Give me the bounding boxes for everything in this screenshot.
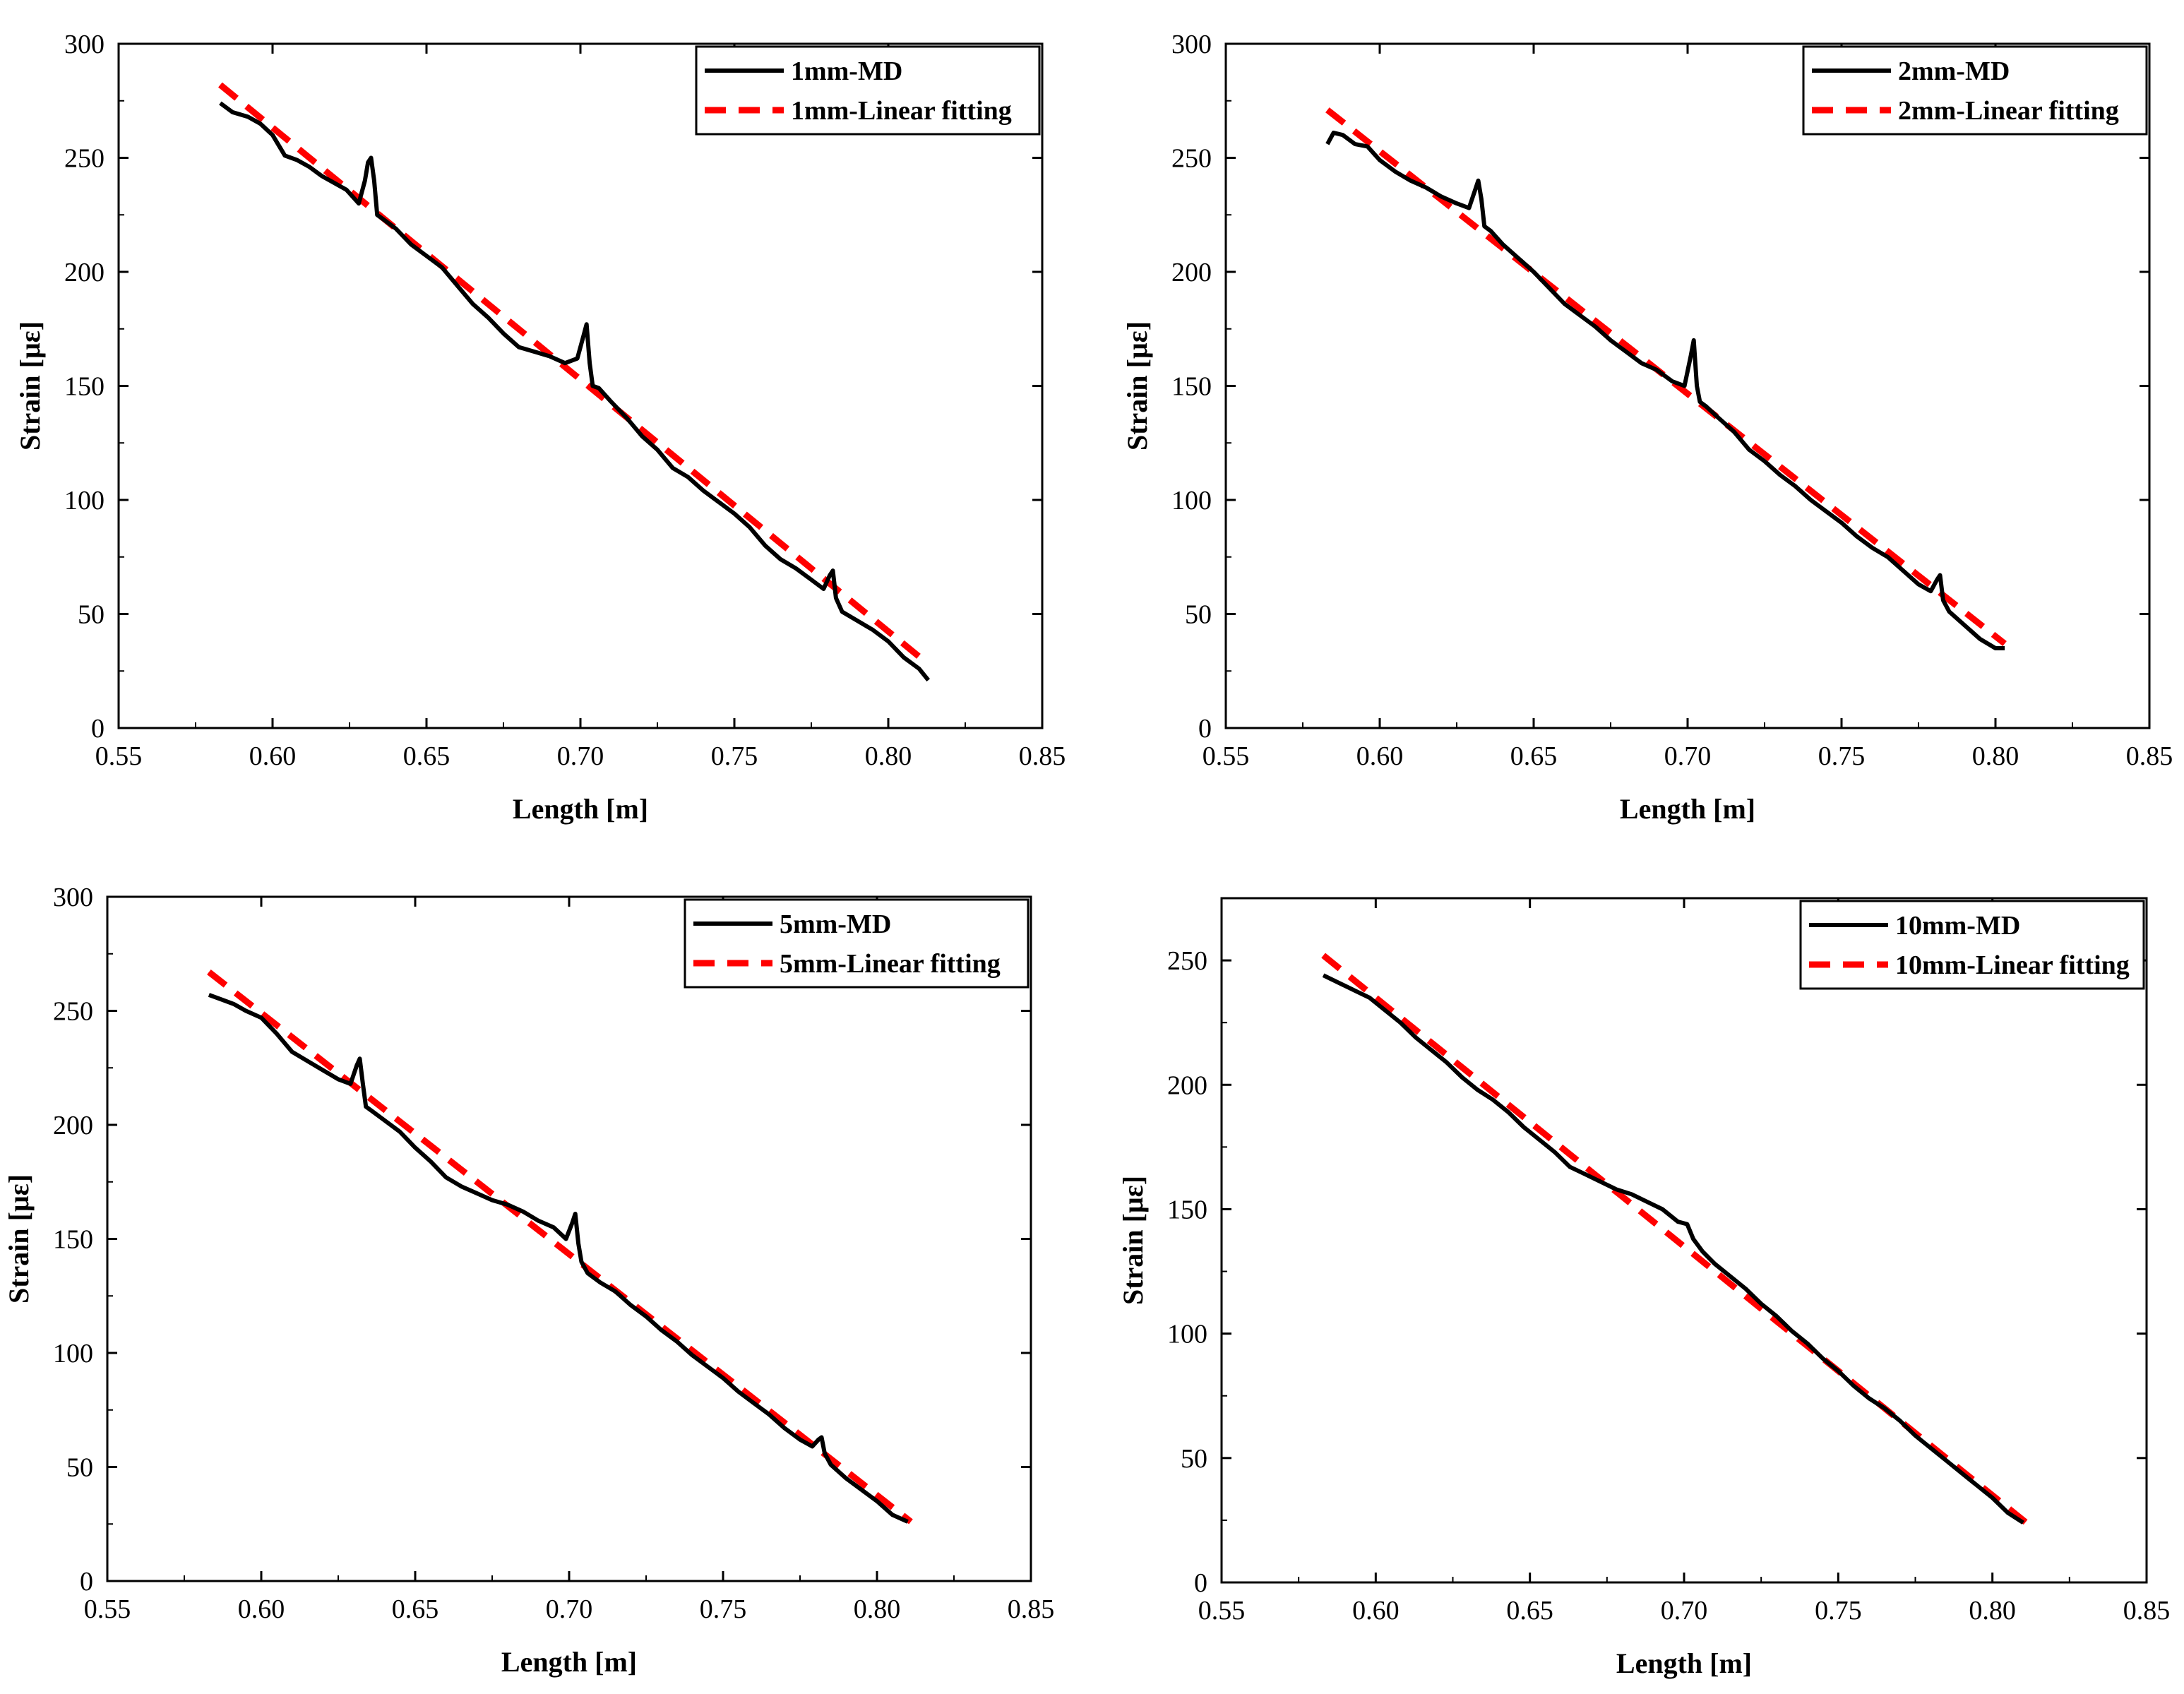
x-tick-label: 0.65 [1506,1596,1553,1626]
y-tick-label: 50 [1185,600,1212,630]
legend-box [684,898,1030,989]
legend-box [1802,45,2148,136]
plot-frame [117,42,1044,729]
legend-label: 1mm-Linear fitting [791,96,1012,126]
series-line-md [1322,973,2024,1525]
y-tick-label: 200 [53,1111,93,1140]
legend-label: 10mm-Linear fitting [1895,950,2130,980]
y-tick-label: 50 [78,600,105,630]
x-tick-label: 0.60 [238,1594,285,1624]
x-tick-label: 0.75 [711,741,758,771]
series-line-md [219,101,931,682]
chart-panel-2mm: 0.55 0.60 0.65 0.70 0.75 0.80 0.85 0 50 100 150 200… [1121,30,2173,825]
x-tick-label: 0.65 [392,1594,439,1624]
legend-label: 2mm-MD [1898,56,2010,86]
x-tick-label: 0.85 [1008,1594,1055,1624]
x-axis-label: Length [m] [1616,1647,1752,1679]
x-axis-label: Length [m] [501,1646,637,1678]
chart-panel-1mm: 0.55 0.60 0.65 0.70 0.75 0.80 0.85 0 50 100 150 200… [14,30,1066,825]
legend-box [1799,900,2145,990]
y-tick-label: 200 [64,258,105,287]
plot-frame [1220,897,2148,1584]
x-tick-label: 0.80 [1969,1596,2016,1626]
series-line-linear-fitting [1325,107,2007,647]
y-axis-label: Strain [με] [1117,1176,1149,1305]
y-tick-label: 0 [1198,714,1212,744]
legend-label: 5mm-Linear fitting [780,949,1001,979]
y-tick-label: 150 [53,1225,93,1255]
y-tick-label: 250 [1171,144,1212,174]
legend: 10mm-MD 10mm-Linear fitting [1799,900,2145,990]
y-tick-label: 100 [1167,1320,1207,1349]
y-tick-label: 250 [64,144,105,174]
x-tick-label: 0.70 [557,741,604,771]
x-tick-label: 0.55 [1198,1596,1246,1626]
y-tick-label: 50 [1181,1444,1207,1474]
x-tick-label: 0.70 [546,1594,593,1624]
x-tick-label: 0.80 [854,1594,901,1624]
legend-label: 1mm-MD [791,56,902,86]
y-tick-label: 250 [53,997,93,1027]
x-tick-label: 0.85 [2126,741,2173,771]
y-tick-label: 100 [1171,486,1212,515]
x-tick-label: 0.85 [1019,741,1066,771]
y-tick-label: 50 [66,1453,93,1483]
y-tick-label: 200 [1171,258,1212,287]
series-line-md [208,993,909,1524]
chart-panel-5mm: 0.55 0.60 0.65 0.70 0.75 0.80 0.85 0 50 100 150 200… [3,883,1054,1678]
y-tick-label: 0 [91,714,105,744]
legend-box [695,45,1041,136]
legend-label: 5mm-MD [780,909,891,939]
series-line-md [1325,131,2005,650]
legend: 1mm-MD 1mm-Linear fitting [695,45,1041,136]
series-line-linear-fitting [207,970,913,1525]
x-tick-label: 0.80 [865,741,912,771]
x-tick-label: 0.55 [84,1594,131,1624]
y-tick-label: 150 [1171,372,1212,402]
y-axis-label: Strain [με] [14,321,46,451]
y-tick-label: 150 [1167,1195,1207,1224]
x-tick-label: 0.65 [403,741,450,771]
x-axis-label: Length [m] [1620,793,1755,825]
series-line-linear-fitting [218,82,931,667]
x-tick-label: 0.85 [2123,1596,2171,1626]
chart-panel-10mm: 0.55 0.60 0.65 0.70 0.75 0.80 0.85 0 50 100 150 200… [1117,897,2171,1679]
y-axis-label: Strain [με] [3,1174,35,1304]
legend: 5mm-MD 5mm-Linear fitting [684,898,1030,989]
x-tick-label: 0.55 [1203,741,1250,771]
x-tick-label: 0.65 [1510,741,1558,771]
x-tick-label: 0.60 [249,741,297,771]
x-tick-label: 0.60 [1356,741,1404,771]
x-tick-label: 0.70 [1661,1596,1708,1626]
x-tick-label: 0.75 [1815,1596,1862,1626]
x-tick-label: 0.75 [700,1594,747,1624]
legend-label: 2mm-Linear fitting [1898,96,2119,126]
x-tick-label: 0.55 [95,741,143,771]
y-tick-label: 100 [53,1339,93,1368]
x-tick-label: 0.60 [1352,1596,1400,1626]
y-tick-label: 0 [80,1567,93,1597]
legend-label: 10mm-MD [1895,911,2020,941]
y-tick-label: 300 [53,883,93,912]
y-tick-label: 250 [1167,946,1207,976]
x-tick-label: 0.80 [1972,741,2019,771]
y-tick-label: 200 [1167,1070,1207,1100]
y-tick-label: 150 [64,372,105,402]
y-tick-label: 0 [1194,1568,1207,1598]
y-axis-label: Strain [με] [1121,321,1153,451]
y-tick-label: 100 [64,486,105,515]
x-tick-label: 0.70 [1664,741,1712,771]
x-tick-label: 0.75 [1818,741,1866,771]
legend: 2mm-MD 2mm-Linear fitting [1802,45,2148,136]
x-axis-label: Length [m] [513,793,648,825]
y-tick-label: 300 [64,30,105,59]
y-tick-label: 300 [1171,30,1212,59]
